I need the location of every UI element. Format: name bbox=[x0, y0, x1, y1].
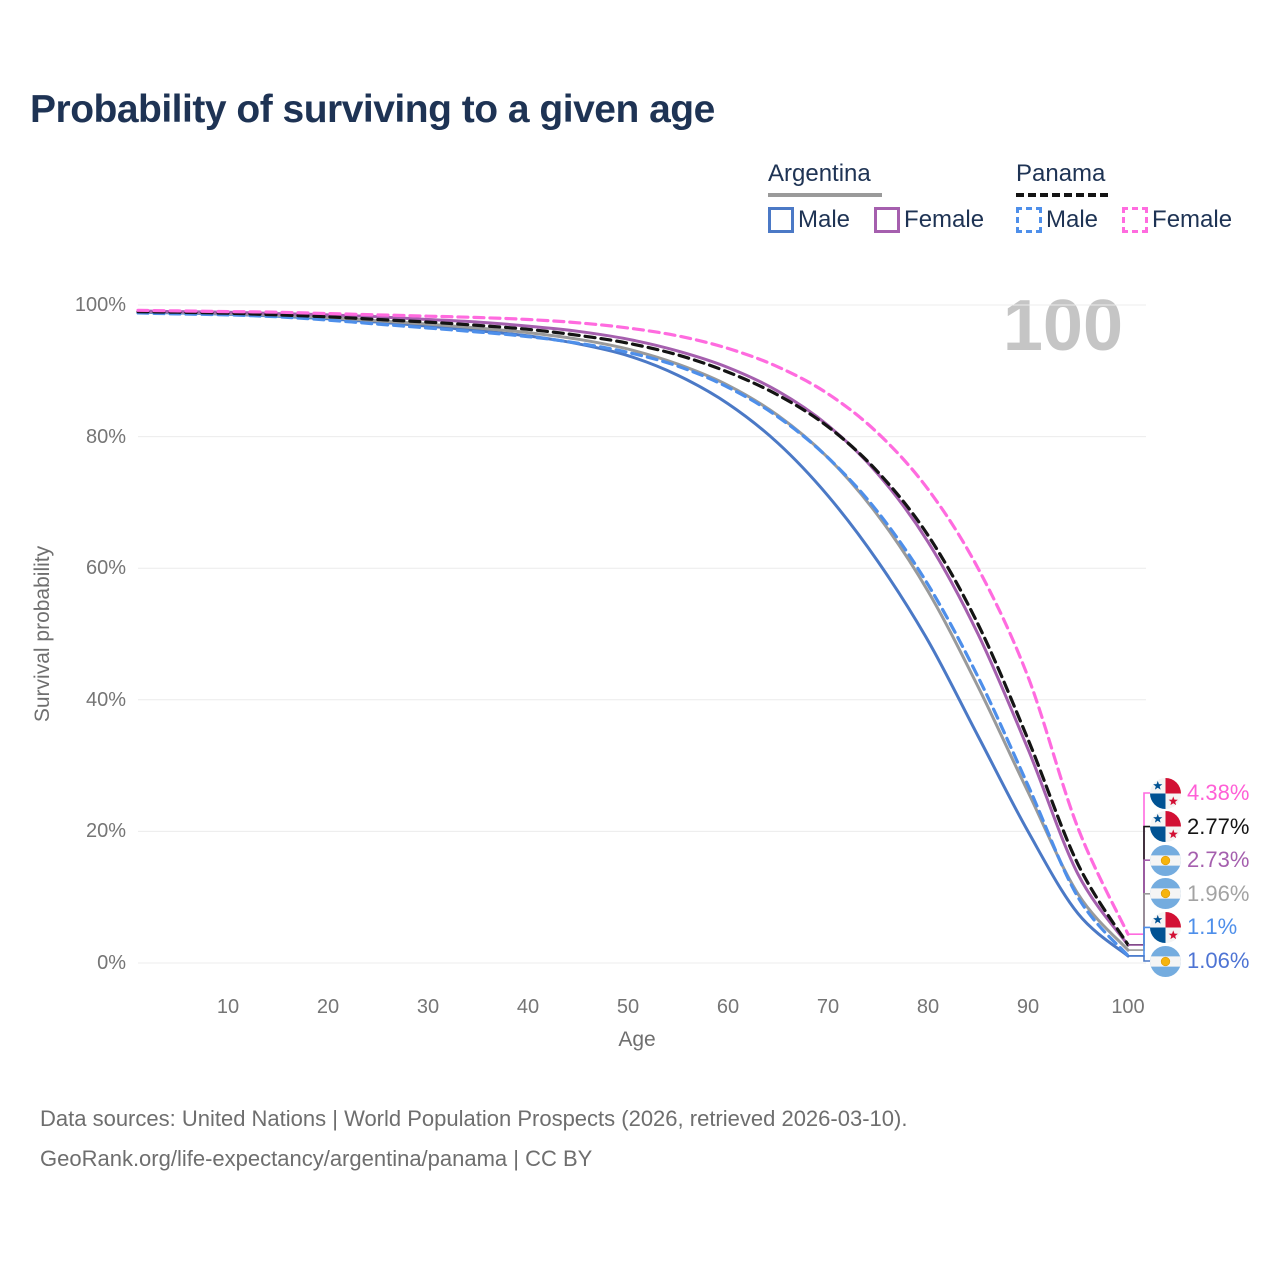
end-connector-panama-female bbox=[1128, 792, 1151, 935]
legend-item-label: Male bbox=[798, 206, 851, 233]
panama-male-swatch-icon bbox=[1016, 207, 1042, 233]
end-connector-panama-male bbox=[1128, 926, 1151, 957]
panama-line-style-icon bbox=[1016, 193, 1108, 197]
argentina-female-swatch-icon bbox=[874, 207, 901, 233]
legend-item-label: Female bbox=[904, 206, 985, 233]
legend-group-argentina: Argentina Male Female bbox=[768, 160, 984, 234]
y-axis-title: Survival probability bbox=[31, 545, 54, 723]
curve-argentina-female bbox=[136, 309, 1130, 947]
legend-group-argentina-name: Argentina bbox=[768, 160, 871, 187]
x-tick-60: 60 bbox=[716, 996, 740, 1018]
end-label-value: 1.96% bbox=[1187, 880, 1250, 906]
y-tick-60%: 60% bbox=[85, 557, 126, 580]
legend-item-label: Female bbox=[1152, 206, 1233, 233]
y-tick-100%: 100% bbox=[74, 294, 126, 316]
legend-group-panama: Panama Male Female bbox=[1016, 160, 1232, 234]
panama-flag-icon bbox=[1150, 811, 1181, 843]
argentina-line-style-icon bbox=[768, 193, 882, 197]
x-tick-20: 20 bbox=[316, 996, 340, 1018]
y-tick-80%: 80% bbox=[85, 425, 126, 448]
x-tick-10: 10 bbox=[216, 996, 240, 1018]
end-label-value: 1.06% bbox=[1187, 948, 1250, 973]
argentina-flag-icon bbox=[1150, 945, 1181, 977]
x-tick-90: 90 bbox=[1016, 996, 1040, 1018]
y-tick-40%: 40% bbox=[85, 688, 126, 711]
x-tick-50: 50 bbox=[616, 996, 640, 1018]
end-label-argentina-male: 1.06% bbox=[1150, 945, 1249, 977]
legend-item-argentina-female[interactable]: Female bbox=[874, 206, 984, 234]
panama-flag-icon bbox=[1150, 911, 1181, 943]
legend-item-label: Male bbox=[1046, 206, 1099, 233]
argentina-flag-icon bbox=[1150, 878, 1181, 910]
x-tick-70: 70 bbox=[816, 996, 840, 1018]
x-tick-30: 30 bbox=[416, 996, 440, 1018]
end-connector-argentina-male bbox=[1128, 955, 1151, 962]
x-tick-80: 80 bbox=[916, 996, 940, 1018]
legend-item-panama-male[interactable]: Male bbox=[1016, 206, 1098, 234]
end-connector-argentina-both-sexes bbox=[1128, 893, 1151, 951]
end-label-value: 4.38% bbox=[1187, 780, 1250, 805]
end-label-argentina-female: 2.73% bbox=[1150, 844, 1249, 876]
end-label-panama-both-sexes: 2.77% bbox=[1150, 811, 1249, 843]
end-label-value: 2.73% bbox=[1187, 847, 1250, 873]
end-label-panama-male: 1.1% bbox=[1150, 911, 1237, 943]
x-tick-100: 100 bbox=[1111, 996, 1145, 1018]
curve-panama-female bbox=[136, 308, 1130, 936]
end-label-value: 2.77% bbox=[1187, 813, 1250, 839]
data-sources-note: Data sources: United Nations | World Pop… bbox=[40, 1106, 908, 1131]
argentina-male-swatch-icon bbox=[768, 207, 794, 233]
end-label-value: 1.1% bbox=[1187, 914, 1238, 940]
watermark-100: 100 bbox=[1002, 286, 1123, 366]
argentina-flag-icon bbox=[1150, 844, 1181, 876]
end-label-panama-female: 4.38% bbox=[1150, 777, 1249, 809]
x-axis-title: Age bbox=[618, 1028, 656, 1051]
legend-item-panama-female[interactable]: Female bbox=[1122, 206, 1232, 234]
curve-panama-both-sexes bbox=[136, 310, 1130, 947]
chart-title: Probability of surviving to a given age bbox=[30, 88, 715, 131]
legend-group-panama-name: Panama bbox=[1016, 160, 1106, 187]
y-tick-20%: 20% bbox=[85, 820, 126, 843]
x-tick-40: 40 bbox=[516, 996, 540, 1018]
panama-female-swatch-icon bbox=[1122, 207, 1149, 233]
attribution-note: GeoRank.org/life-expectancy/argentina/pa… bbox=[40, 1146, 593, 1171]
curve-panama-male bbox=[136, 311, 1130, 958]
legend-item-argentina-male[interactable]: Male bbox=[768, 206, 850, 234]
panama-flag-icon bbox=[1150, 777, 1181, 809]
end-connector-argentina-female bbox=[1128, 859, 1151, 946]
end-label-argentina-both-sexes: 1.96% bbox=[1150, 878, 1249, 910]
y-tick-0%: 0% bbox=[97, 952, 126, 974]
